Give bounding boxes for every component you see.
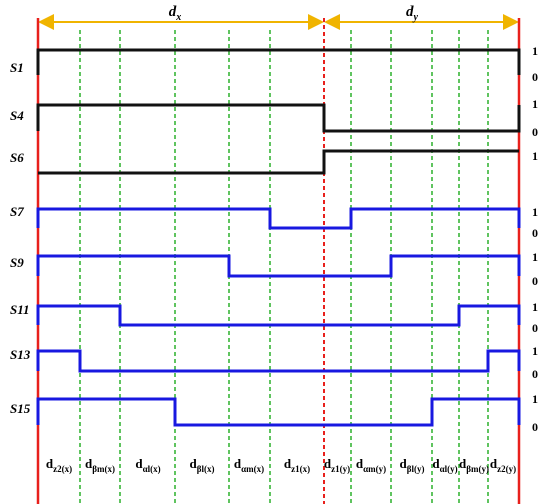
interval-base: d [324, 456, 332, 471]
signal-label: S9 [10, 255, 24, 270]
dx-label: dx [169, 4, 182, 23]
level-label: 0 [532, 321, 538, 335]
level-label: 1 [532, 250, 538, 264]
interval-base: d [190, 456, 198, 471]
interval-label: dz1(x) [284, 456, 310, 474]
interval-sub: z1(x) [291, 464, 310, 474]
waveform [36, 48, 521, 75]
signal-label: S7 [10, 204, 24, 219]
interval-label: dβm(y) [459, 456, 489, 474]
interval-sub: αm(x) [241, 464, 264, 474]
interval-sub: αl(x) [143, 464, 161, 474]
interval-sub: z1(y) [331, 464, 350, 474]
interval-label: dαm(y) [356, 456, 386, 474]
waveform [36, 207, 521, 230]
interval-label: dαl(x) [135, 456, 160, 474]
waveform [36, 349, 521, 373]
interval-label: dz2(y) [490, 456, 516, 474]
level-label: 1 [532, 300, 538, 314]
interval-sub: βm(x) [92, 464, 115, 474]
interval-sub: βl(y) [407, 464, 425, 474]
interval-base: d [234, 456, 242, 471]
interval-base: d [85, 456, 93, 471]
interval-base: d [356, 456, 364, 471]
interval-base: d [459, 456, 467, 471]
signal-label: S1 [10, 60, 24, 75]
level-label: 1 [532, 44, 538, 58]
waveform [36, 254, 521, 278]
interval-label: dαl(y) [432, 456, 457, 474]
level-label: 0 [532, 367, 538, 381]
interval-label: dz1(y) [324, 456, 350, 474]
waveform [38, 149, 519, 175]
interval-base: d [432, 456, 440, 471]
waveform [36, 397, 521, 427]
interval-sub: z2(x) [53, 464, 72, 474]
interval-base: d [46, 456, 54, 471]
waveform [36, 304, 521, 327]
level-label: 0 [532, 274, 538, 288]
interval-sub: z2(y) [497, 464, 516, 474]
interval-base: d [490, 456, 498, 471]
waveform [36, 103, 521, 133]
level-label: 1 [532, 344, 538, 358]
interval-base: d [135, 456, 143, 471]
signal-label: S11 [10, 302, 30, 317]
level-label: 1 [532, 149, 538, 163]
level-label: 1 [532, 205, 538, 219]
signal-label: S15 [10, 401, 31, 416]
level-label: 0 [532, 125, 538, 139]
signal-label: S6 [10, 150, 24, 165]
signal-label: S4 [10, 108, 24, 123]
level-label: 0 [532, 70, 538, 84]
interval-sub: αm(y) [363, 464, 386, 474]
interval-sub: αl(y) [440, 464, 458, 474]
interval-sub: βm(y) [466, 464, 489, 474]
interval-label: dβl(x) [190, 456, 215, 474]
level-label: 0 [532, 226, 538, 240]
interval-label: dz2(x) [46, 456, 72, 474]
interval-label: dαm(x) [234, 456, 264, 474]
interval-label: dβl(y) [400, 456, 425, 474]
interval-base: d [400, 456, 408, 471]
interval-sub: βl(x) [197, 464, 215, 474]
level-label: 1 [532, 97, 538, 111]
level-label: 1 [532, 392, 538, 406]
interval-base: d [284, 456, 292, 471]
dy-label: dy [406, 4, 419, 23]
signal-label: S13 [10, 347, 31, 362]
level-label: 0 [532, 420, 538, 434]
interval-label: dβm(x) [85, 456, 115, 474]
